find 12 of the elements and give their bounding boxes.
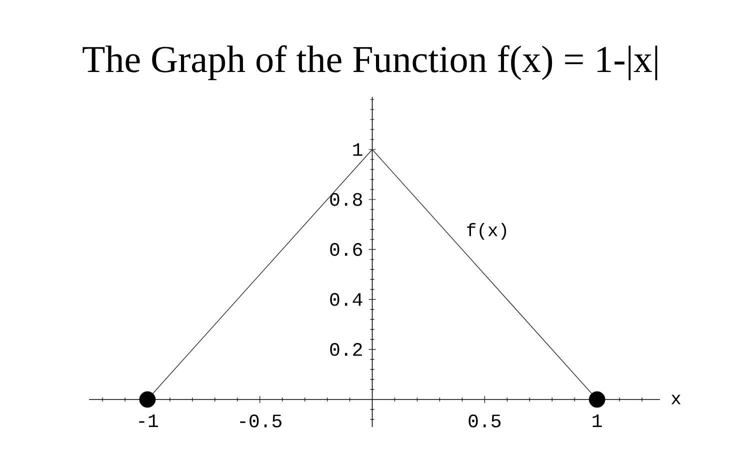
x-tick-label: -0.5 bbox=[240, 414, 282, 428]
y-tick-label: 0.8 bbox=[330, 193, 362, 206]
x-axis-title: x bbox=[671, 394, 681, 404]
x-tick-label: 1 bbox=[592, 414, 602, 428]
x-tick-label: 0.5 bbox=[468, 414, 501, 428]
y-tick-label: 0.6 bbox=[330, 243, 362, 256]
y-tick-label: 0.4 bbox=[330, 293, 362, 306]
chart-title: The Graph of the Function f(x) = 1-|x| bbox=[82, 45, 658, 80]
series-label: f(x) bbox=[467, 223, 506, 240]
y-tick-label: 0.2 bbox=[330, 343, 362, 356]
y-tick-label: 1 bbox=[353, 143, 362, 156]
x-tick-label: -1 bbox=[139, 414, 158, 428]
